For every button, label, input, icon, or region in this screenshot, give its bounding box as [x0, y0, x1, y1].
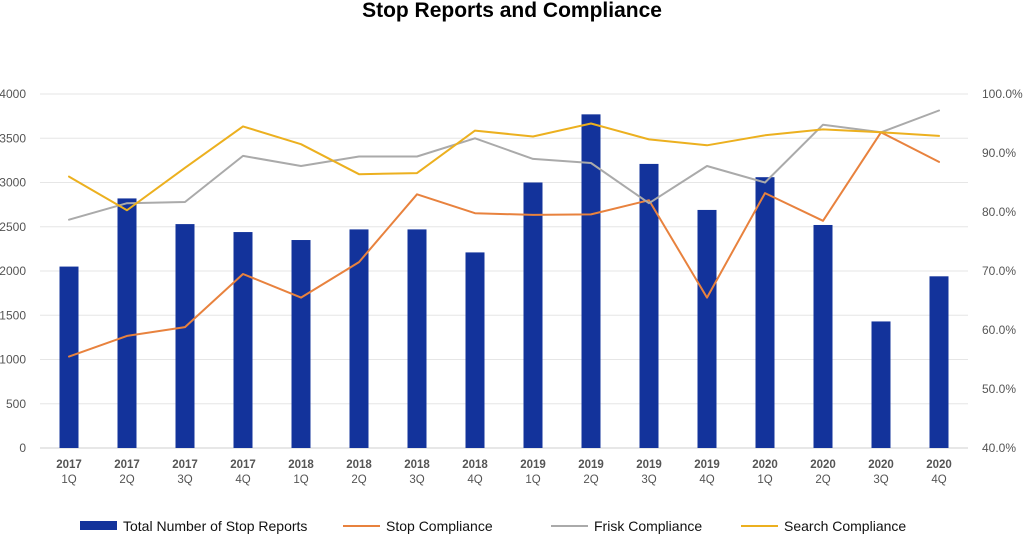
left-tick-label: 500 — [6, 397, 26, 411]
x-tick-year: 2020 — [868, 459, 894, 471]
left-tick-label: 4000 — [0, 87, 26, 101]
right-tick-label: 60.0% — [982, 323, 1016, 337]
bar — [523, 182, 543, 448]
x-tick-quarter: 4Q — [467, 474, 482, 486]
left-tick-label: 1500 — [0, 308, 26, 322]
x-tick-year: 2018 — [346, 459, 372, 471]
bar — [929, 276, 949, 448]
legend-label: Stop Compliance — [386, 518, 493, 534]
x-tick-year: 2017 — [230, 459, 256, 471]
x-tick-year: 2019 — [520, 459, 546, 471]
right-tick-label: 50.0% — [982, 382, 1016, 396]
bar — [697, 209, 717, 448]
x-tick-quarter: 2Q — [351, 474, 366, 486]
x-tick-quarter: 1Q — [757, 474, 772, 486]
line-series — [68, 109, 940, 358]
x-tick-year: 2018 — [288, 459, 314, 471]
x-tick-year: 2017 — [114, 459, 140, 471]
right-tick-label: 40.0% — [982, 441, 1016, 455]
legend-label: Search Compliance — [784, 518, 906, 534]
right-tick-label: 100.0% — [982, 87, 1023, 101]
x-tick-quarter: 3Q — [641, 474, 656, 486]
x-tick-quarter: 1Q — [61, 474, 76, 486]
bar — [117, 198, 137, 448]
left-tick-label: 2500 — [0, 220, 26, 234]
series-line — [68, 131, 940, 358]
left-tick-label: 0 — [19, 441, 26, 455]
x-tick-year: 2020 — [752, 459, 778, 471]
x-tick-year: 2020 — [926, 459, 952, 471]
right-tick-label: 70.0% — [982, 264, 1016, 278]
bar — [349, 229, 369, 448]
x-tick-year: 2019 — [636, 459, 662, 471]
right-tick-label: 80.0% — [982, 205, 1016, 219]
bar — [871, 321, 891, 448]
series-line — [68, 122, 940, 212]
bar — [755, 177, 775, 448]
bar — [639, 163, 659, 449]
legend-swatch — [80, 521, 117, 530]
x-tick-year: 2018 — [404, 459, 430, 471]
bar — [581, 114, 601, 448]
left-tick-label: 3000 — [0, 176, 26, 190]
x-tick-quarter: 3Q — [409, 474, 424, 486]
left-tick-label: 1000 — [0, 353, 26, 367]
bar — [233, 232, 253, 448]
bar — [813, 224, 833, 448]
left-tick-label: 2000 — [0, 264, 26, 278]
x-tick-quarter: 4Q — [699, 474, 714, 486]
x-tick-year: 2017 — [56, 459, 82, 471]
x-tick-quarter: 2Q — [815, 474, 830, 486]
left-axis-ticks: 0 500 1000 1500 2000 2500 3000 3500 4000 — [0, 87, 26, 455]
legend: Total Number of Stop Reports Stop Complia… — [80, 518, 906, 534]
bar — [407, 229, 427, 448]
x-tick-quarter: 2Q — [583, 474, 598, 486]
chart-title: Stop Reports and Compliance — [362, 0, 662, 22]
legend-label: Total Number of Stop Reports — [123, 518, 307, 534]
right-tick-label: 90.0% — [982, 146, 1016, 160]
left-tick-label: 3500 — [0, 131, 26, 145]
x-tick-quarter: 1Q — [293, 474, 308, 486]
x-tick-year: 2018 — [462, 459, 488, 471]
bar-series — [59, 114, 949, 449]
x-tick-quarter: 4Q — [931, 474, 946, 486]
series-line — [68, 109, 940, 221]
x-tick-quarter: 1Q — [525, 474, 540, 486]
x-axis-ticks: 2017 1Q 2017 2Q 2017 3Q 2017 4Q 2018 1Q 2018 2Q 2018… — [56, 459, 952, 486]
bar — [291, 240, 311, 448]
bar — [465, 252, 485, 448]
grid — [40, 93, 968, 449]
right-axis-ticks: 40.0% 50.0% 60.0% 70.0% 80.0% 90.0% 100.0% — [982, 87, 1023, 455]
x-tick-year: 2019 — [578, 459, 604, 471]
legend-label: Frisk Compliance — [594, 518, 702, 534]
x-tick-year: 2020 — [810, 459, 836, 471]
x-tick-year: 2019 — [694, 459, 720, 471]
x-tick-quarter: 3Q — [177, 474, 192, 486]
bar — [175, 224, 195, 448]
x-tick-quarter: 2Q — [119, 474, 134, 486]
x-tick-quarter: 3Q — [873, 474, 888, 486]
x-tick-year: 2017 — [172, 459, 198, 471]
x-tick-quarter: 4Q — [235, 474, 250, 486]
